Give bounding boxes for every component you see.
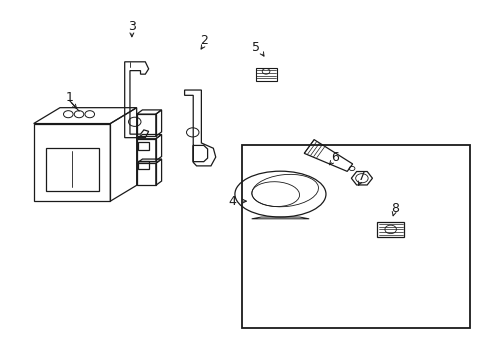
Text: 3: 3 [128,20,136,33]
Text: 4: 4 [228,195,236,208]
Bar [376,222,403,237]
Text: 8: 8 [391,202,399,215]
Text: 1: 1 [65,91,73,104]
Bar [255,68,276,81]
Text: 6: 6 [331,150,339,163]
Text: 5: 5 [252,41,260,54]
Text: 7: 7 [357,170,365,183]
Text: 2: 2 [200,34,207,47]
Bar [242,145,469,328]
